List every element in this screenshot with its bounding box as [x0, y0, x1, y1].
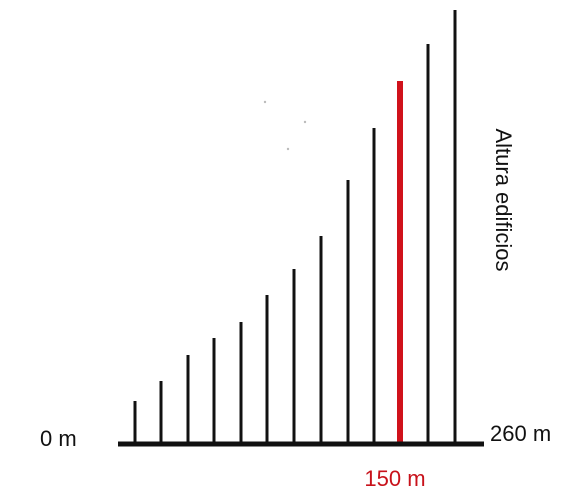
speck	[286, 147, 290, 151]
axis-label: Altura edificios	[491, 128, 516, 271]
marker-label: 150 m	[364, 466, 425, 491]
buildings	[133, 10, 457, 444]
speck	[263, 100, 267, 104]
speck	[303, 120, 307, 124]
end-label: 260 m	[490, 421, 551, 446]
start-label: 0 m	[40, 426, 77, 451]
specks	[263, 100, 307, 151]
